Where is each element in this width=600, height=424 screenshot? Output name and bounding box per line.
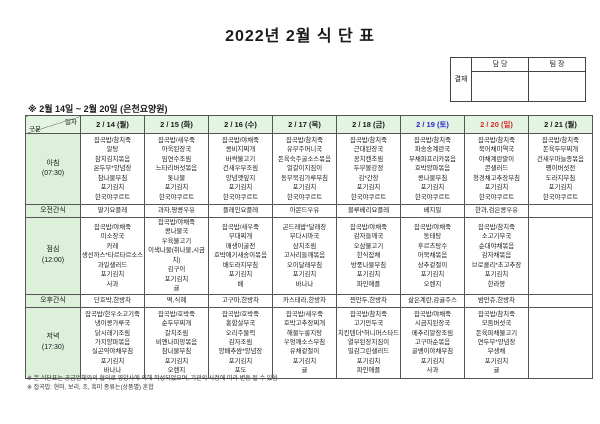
menu-cell: 밤만쥬,한방차	[464, 293, 529, 308]
date-header-row: 일자 구분 2 / 14 (월) 2 / 15 (화) 2 / 16 (수) 2…	[25, 115, 593, 134]
menu-cell: 과자,땅콩우유	[144, 204, 209, 218]
footnote-line: ※ 본 식단표는 공급업체와의 협의로 영양사에 의해 작성되었으며, 기관의 …	[27, 376, 278, 382]
breakfast-row: 아침 (07:30) 잡곡밥/참치죽 알탕 참치김치볶음 온두부*양념장 참나물무침 포기김…	[25, 133, 593, 205]
week-range-subtitle: ※ 2월 14일 ~ 2월 20일 (은천요양원)	[28, 104, 168, 114]
menu-cell: 플레인요플레	[208, 204, 273, 218]
approval-sign-row	[472, 72, 585, 101]
menu-cell	[528, 306, 593, 379]
menu-cell: 잡곡밥/참치죽 돈육두부찌개 건새우마늘종볶음 팽이버섯전 도라지무침 포기김치 한국야쿠르…	[528, 133, 593, 205]
menu-cell: 블루베리요플레	[336, 204, 401, 218]
menu-cell: 잡곡밥/참치죽 고기만두국 치킨텐더*허니머스타드 열무된장지짐이 밀감그린샐러드 포기김…	[336, 306, 401, 379]
menu-cell: 삶은계란,감귤주스	[400, 293, 465, 308]
menu-cell: 잡곡밥/새우죽 아욱된장국 임연수조림 느타리버섯볶음 톳나물 포기김치 한국야쿠르트	[144, 133, 209, 205]
row-label-pm-snack: 오후간식	[25, 293, 81, 308]
menu-cell: 잡곡밥/야채죽 미소장국 카레 생선까스*타르타르소스 과일샐러드 포기김치 사과	[80, 217, 145, 295]
menu-cell: 잡곡밥/야채죽 감자들깨국 오삼불고기 한식잡채 방풍나물무침 포기김치 파인애플	[336, 217, 401, 295]
am-snack-row: 오전간식 딸기요플레 과자,땅콩우유 플레인요플레 아몬드우유 블루베리요플레 …	[25, 204, 593, 218]
menu-cell: 잡곡밥/야채죽 콩나물국 우육불고기 이색나물(취나물,시금치) 김구이 포기김치 귤	[144, 217, 209, 295]
menu-cell: 잡곡밥/참치죽 모둠버섯국 돈육파채불고기 연두부*양념장 무생채 포기김치 귤	[464, 306, 529, 379]
date-header-mon14: 2 / 14 (월)	[80, 115, 145, 134]
menu-cell: 한과,검은콩우유	[464, 204, 529, 218]
date-header-thu17: 2 / 17 (목)	[272, 115, 337, 134]
row-label-breakfast: 아침 (07:30)	[25, 133, 81, 205]
menu-cell: 딸기요플레	[80, 204, 145, 218]
menu-cell: 찐만두,한방차	[336, 293, 401, 308]
menu-cell	[528, 217, 593, 295]
corner-label-date: 일자	[65, 119, 77, 126]
pm-snack-row: 오후간식 단호박,한방차 떡,식혜 고구마,한방차 카스테라,한방차 찐만두,한…	[25, 293, 593, 308]
menu-cell: 잡곡밥/야채죽 콩비지찌개 바싹불고기 건새우무조림 양념깻잎지 포기김치 한국야쿠르트	[208, 133, 273, 205]
menu-cell: 고구마,한방차	[208, 293, 273, 308]
menu-cell: 잡곡밥/참치죽 근대된장국 꽁치캔조림 두부볼강정 김*간장 포기김치 한국야쿠르트	[336, 133, 401, 205]
meal-plan-table: 일자 구분 2 / 14 (월) 2 / 15 (화) 2 / 16 (수) 2…	[25, 115, 593, 379]
footnote-line: ※ 잡곡밥: 현미, 보리, 조, 흑미 종류는(상품별) 혼합	[27, 385, 154, 392]
menu-cell: 잡곡밥/새우죽 부대찌개 매생이굴전 호박애기새송이볶음 배도라지무침 포기김치 배	[208, 217, 273, 295]
menu-cell: 잡곡밥/호박죽 순두부찌개 갈치조림 비엔나피망볶음 참나물무침 포기김치 오렌지	[144, 306, 209, 379]
row-label-dinner: 저녁 (17:30)	[25, 306, 81, 379]
date-header-mon21: 2 / 21 (월)	[528, 115, 593, 134]
menu-cell: 아몬드우유	[272, 204, 337, 218]
approval-sign-timjang	[528, 72, 585, 101]
page-title: 2022년 2월 식 단 표	[225, 28, 375, 45]
menu-cell	[528, 204, 593, 218]
corner-cell: 일자 구분	[25, 115, 81, 134]
date-header-wed16: 2 / 16 (수)	[208, 115, 273, 134]
approval-columns: 담 당 팀 장	[472, 58, 585, 101]
date-header-tue15: 2 / 15 (화)	[144, 115, 209, 134]
approval-stamp-label: 결재	[451, 58, 472, 101]
menu-cell: 잡곡밥/야채죽 동태탕 후르츠탕수 어묵채볶음 상추겉절이 포기김치 오렌지	[400, 217, 465, 295]
menu-cell: 카스테라,한방차	[272, 293, 337, 308]
menu-cell: 떡,식혜	[144, 293, 209, 308]
row-label-am-snack: 오전간식	[25, 204, 81, 218]
approval-header-row: 담 당 팀 장	[472, 58, 585, 72]
row-label-lunch: 점심 (12:00)	[25, 217, 81, 295]
date-header-sat19: 2 / 19 (토)	[400, 115, 465, 134]
footnotes: ※ 본 식단표는 공급업체와의 협의로 영양사에 의해 작성되었으며, 기관의 …	[27, 375, 278, 394]
menu-cell: 잡곡밥/참치죽 소고기무국 순대야채볶음 감자채볶음 브로콜리*초고추장 포기김치 한라봉	[464, 217, 529, 295]
menu-cell: 곤드레밥*달래장 무다시마국 삼치조림 고사리들깨볶음 오이달래무침 포기김치 바나나	[272, 217, 337, 295]
menu-cell: 잡곡밥/한우소고기죽 냉이콩가루국 닭시래기조림 가지양파볶음 실곤약야채무침 포기김치 바…	[80, 306, 145, 379]
menu-cell: 잡곡밥/참치죽 북어채미역국 야채계란말이 콘샐러드 청경채고추장무침 포기김치 한국야쿠르…	[464, 133, 529, 205]
menu-cell: 잡곡밥/참치죽 파송송계란국 무채파프리카볶음 호박양파볶음 콩나물무침 포기김치 한국야쿠…	[400, 133, 465, 205]
menu-cell	[528, 293, 593, 308]
menu-cell: 잡곡밥/호박죽 홍합살무국 오리주물럭 감자조림 양배추쌈*양념장 포기김치 포도	[208, 306, 273, 379]
menu-cell: 잡곡밥/야채죽 시금치된장국 메추리알장조림 고구마순볶음 골뱅이야채무침 포기김치 사과	[400, 306, 465, 379]
corner-label-category: 구분	[29, 126, 41, 133]
approval-signature-box: 결재 담 당 팀 장	[450, 57, 586, 102]
date-header-fri18: 2 / 18 (금)	[336, 115, 401, 134]
menu-cell: 잡곡밥/참치죽 유부주머니국 돈육숙주굴소스볶음 얼갈이지짐이 동부묵김가루무침 포기김치…	[272, 133, 337, 205]
approval-sign-damdang	[472, 72, 528, 101]
menu-cell: 베지밀	[400, 204, 465, 218]
menu-cell: 잡곡밥/참치죽 알탕 참치김치볶음 온두부*양념장 참나물무침 포기김치 한국야쿠르트	[80, 133, 145, 205]
approval-col-timjang: 팀 장	[528, 58, 585, 71]
menu-cell: 단호박,한방차	[80, 293, 145, 308]
dinner-row: 저녁 (17:30) 잡곡밥/한우소고기죽 냉이콩가루국 닭시래기조림 가지양파볶음 실곤…	[25, 306, 593, 379]
approval-col-damdang: 담 당	[492, 61, 508, 68]
menu-cell: 잡곡밥/새우죽 호박고추장찌개 해물누룽지탕 우엉깨소스무침 유채겉절이 포기김치 귤	[272, 306, 337, 379]
date-header-sun20: 2 / 20 (일)	[464, 115, 529, 134]
lunch-row: 점심 (12:00) 잡곡밥/야채죽 미소장국 카레 생선까스*타르타르소스 과일샐러드 포…	[25, 217, 593, 295]
